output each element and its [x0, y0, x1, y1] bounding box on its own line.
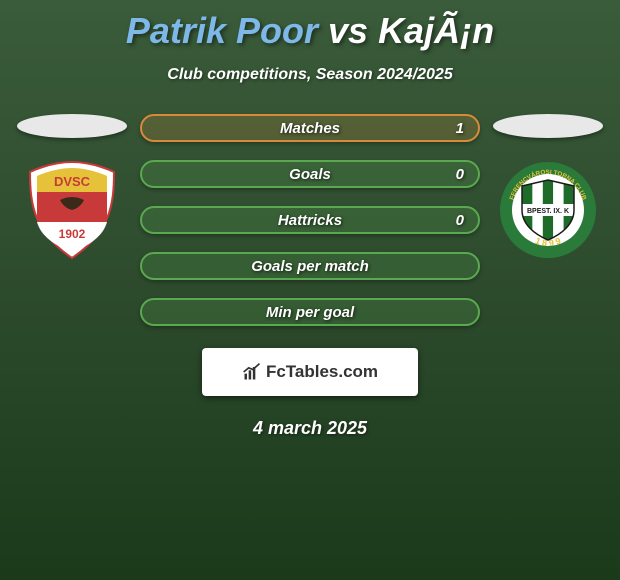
stat-label: Min per goal	[266, 304, 354, 321]
player1-name: Patrik Poor	[126, 10, 318, 51]
vs-text: vs	[328, 10, 368, 51]
svg-text:BPEST. IX. K: BPEST. IX. K	[527, 208, 569, 215]
left-column: DVSC 1902	[12, 114, 132, 265]
date-text: 4 march 2025	[0, 418, 620, 439]
right-club-crest: FERENCVÁROSI TORNA CLUB 1 8 9 9 BPEST. I…	[498, 160, 598, 265]
footer-brand-badge: FcTables.com	[202, 348, 418, 396]
stat-row-goals: Goals 0	[140, 160, 480, 188]
stat-right-value: 0	[456, 166, 464, 183]
player2-placeholder	[493, 114, 603, 138]
content-area: DVSC 1902 Matches 1 Goals 0 Hattricks 0	[0, 114, 620, 326]
stat-label: Hattricks	[278, 212, 342, 229]
player1-placeholder	[17, 114, 127, 138]
footer-brand-text: FcTables.com	[266, 362, 378, 382]
stat-right-value: 0	[456, 212, 464, 229]
right-column: FERENCVÁROSI TORNA CLUB 1 8 9 9 BPEST. I…	[488, 114, 608, 265]
stat-row-goals-per-match: Goals per match	[140, 252, 480, 280]
comparison-title: Patrik Poor vs KajÃ¡n	[0, 0, 620, 52]
svg-text:1902: 1902	[59, 227, 86, 241]
ferencvaros-crest-svg: FERENCVÁROSI TORNA CLUB 1 8 9 9 BPEST. I…	[498, 160, 598, 260]
stat-label: Goals per match	[251, 258, 369, 275]
subtitle: Club competitions, Season 2024/2025	[0, 66, 620, 84]
svg-text:DVSC: DVSC	[54, 174, 91, 189]
stat-row-min-per-goal: Min per goal	[140, 298, 480, 326]
chart-icon	[242, 362, 262, 382]
stat-row-matches: Matches 1	[140, 114, 480, 142]
stat-label: Goals	[289, 166, 331, 183]
left-club-crest: DVSC 1902	[22, 160, 122, 265]
stat-row-hattricks: Hattricks 0	[140, 206, 480, 234]
stats-column: Matches 1 Goals 0 Hattricks 0 Goals per …	[140, 114, 480, 326]
player2-name: KajÃ¡n	[378, 10, 494, 51]
stat-label: Matches	[280, 120, 340, 137]
stat-right-value: 1	[456, 120, 464, 137]
dvsc-crest-svg: DVSC 1902	[22, 160, 122, 260]
